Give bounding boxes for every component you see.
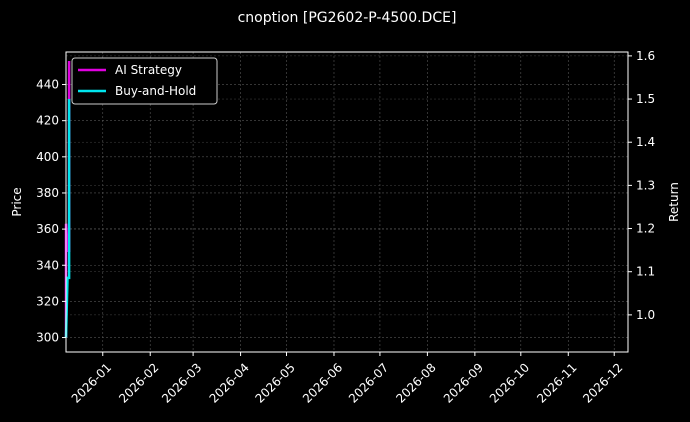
plot-frame <box>65 51 629 353</box>
y-tick-label: 420 <box>36 114 59 128</box>
x-tick-label: 2026-11 <box>534 360 579 405</box>
y2-tick-label: 1.2 <box>636 222 655 236</box>
x-tick-label: 2026-07 <box>346 360 391 405</box>
y2-axis-label: Return <box>667 182 681 222</box>
y2-tick-label: 1.4 <box>636 135 655 149</box>
y2-tick-label: 1.6 <box>636 49 655 63</box>
y-tick-label: 440 <box>36 78 59 92</box>
y-tick-label: 360 <box>36 222 59 236</box>
y2-tick-label: 1.5 <box>636 92 655 106</box>
y-tick-label: 400 <box>36 150 59 164</box>
x-tick-label: 2026-02 <box>116 360 161 405</box>
y-tick-label: 380 <box>36 186 59 200</box>
y2-tick-label: 1.0 <box>636 308 655 322</box>
y2-tick-label: 1.1 <box>636 265 655 279</box>
y-tick-label: 320 <box>36 294 59 308</box>
series-line-buy-and-hold <box>64 99 71 338</box>
x-tick-label: 2026-10 <box>487 360 532 405</box>
y2-ticks: 1.0 1.1 1.2 1.3 1.4 1.5 1.6 <box>628 49 655 322</box>
x-tick-label: 2026-09 <box>441 360 486 405</box>
x-tick-label: 2026-12 <box>580 360 625 405</box>
chart-title: cnoption [PG2602-P-4500.DCE] <box>238 10 457 26</box>
y2-tick-label: 1.3 <box>636 178 655 192</box>
x-tick-label: 2026-01 <box>69 360 114 405</box>
y-tick-label: 300 <box>36 331 59 345</box>
grid <box>66 52 628 352</box>
legend-label-bh: Buy-and-Hold <box>115 84 196 98</box>
legend-box <box>71 57 218 105</box>
y-axis-label: Price <box>10 187 24 216</box>
x-tick-label: 2026-08 <box>393 360 438 405</box>
y-tick-label: 340 <box>36 258 59 272</box>
x-tick-label: 2026-05 <box>252 360 297 405</box>
legend-label-ai: AI Strategy <box>115 63 182 77</box>
x-tick-label: 2026-04 <box>207 360 252 405</box>
x-tick-label: 2026-06 <box>300 360 345 405</box>
x-tick-label: 2026-03 <box>159 360 204 405</box>
y-ticks: 300 320 340 360 380 400 420 440 <box>36 78 66 345</box>
legend: AI Strategy Buy-and-Hold <box>71 57 218 105</box>
